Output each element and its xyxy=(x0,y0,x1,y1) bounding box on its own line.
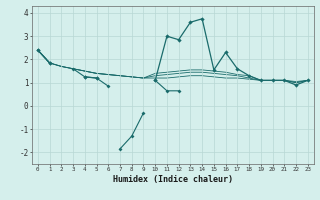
X-axis label: Humidex (Indice chaleur): Humidex (Indice chaleur) xyxy=(113,175,233,184)
